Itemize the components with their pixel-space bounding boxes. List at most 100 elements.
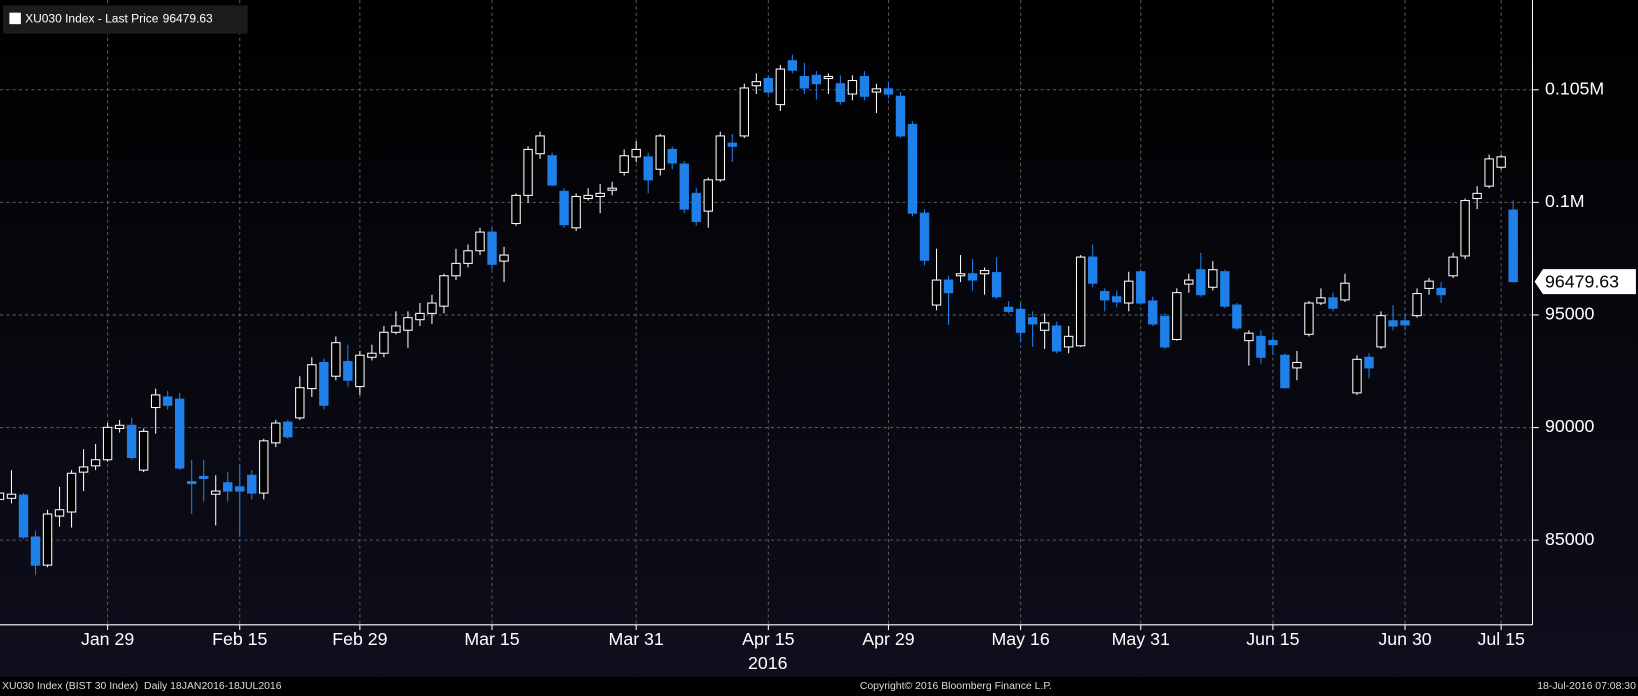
candle-body [859,75,870,97]
candle-body [54,509,65,517]
candle-body [631,148,641,158]
candle-body [511,194,521,225]
candle-body [1484,158,1494,187]
candle-body [583,194,593,200]
candle-body [1400,320,1410,326]
candle-body [1496,156,1506,168]
candle-body [126,424,137,459]
candle-body [523,148,533,196]
x-tick-label: Apr 15 [742,629,794,649]
candle-body [1196,269,1206,296]
legend-value: 96479.63 [163,12,213,26]
candle-body [1003,306,1014,312]
candle-body [199,475,209,479]
candle-body [247,474,257,494]
candle-body [1376,315,1386,348]
candle-body [319,361,329,406]
candle-body [475,231,485,252]
candle-body [1316,297,1326,304]
x-tick-label: Jun 15 [1246,629,1299,649]
candle-body [1087,256,1098,284]
candle-body [1328,297,1338,309]
candle-body [186,481,197,485]
candle-body [1292,361,1302,369]
candle-body [1184,279,1194,285]
candle-body [162,396,173,406]
x-tick-label: Jul 15 [1477,629,1524,649]
candle-body [1256,335,1266,358]
candle-body [174,398,185,469]
candle-body [150,394,161,409]
candle-body [1124,280,1134,304]
candle-body [1340,282,1350,301]
candle-body [1244,332,1254,342]
candle-body [835,83,846,102]
candle-body [1100,291,1110,301]
candle-body [1027,317,1038,325]
candle-body [18,494,29,538]
candle-body [1448,256,1458,277]
candle-body [1220,271,1230,307]
candle-body [595,192,605,198]
x-axis-label: 2016 [748,653,788,673]
candle-body [211,490,221,495]
candle-body [715,135,725,181]
candle-body [439,275,449,307]
candle-body [751,81,762,87]
candle-body [787,60,798,71]
candle-body [991,272,1002,298]
candle-body [138,430,149,471]
candle-body [235,486,245,492]
candle-body [1136,271,1146,304]
legend-text: XU030 Index - Last Price 96479.63 [25,12,213,26]
candle-body [955,273,966,277]
candle-body [0,492,5,500]
candle-body [1232,304,1242,329]
candle-body [1280,354,1290,389]
candle-body [1424,280,1434,289]
candle-body [883,88,894,95]
x-tick-label: Feb 29 [332,629,387,649]
legend-box [3,5,248,34]
candle-body [1412,293,1422,317]
candle-body [30,536,41,566]
candle-body [739,87,750,137]
candle-body [259,440,269,494]
candle-body [415,312,425,321]
candle-body [427,302,437,314]
candle-body [871,88,882,93]
candle-body [823,75,834,80]
candle-body [90,459,101,467]
candle-body [919,212,930,261]
candle-body [1208,269,1218,288]
candle-body [355,354,365,388]
last-price-tag [1534,269,1636,295]
candle-body [847,80,858,95]
footer-right: 18-Jul-2016 07:08:30 [1537,681,1636,692]
candle-body [343,361,353,381]
candle-body [799,75,810,89]
x-tick-label: Jun 30 [1378,629,1431,649]
candle-body [271,422,281,444]
candle-body [1172,292,1182,341]
candle-body [283,421,293,438]
candle-body [1352,358,1362,394]
x-tick-label: Feb 15 [212,629,267,649]
candle-body [403,317,413,331]
candle-body [679,163,689,210]
candle-body [667,148,677,164]
y-tick-label: 90000 [1545,416,1594,436]
candle-body [1364,356,1374,369]
candle-body [78,466,89,473]
candle-body [1304,302,1314,335]
candle-body [811,74,822,85]
candle-body [703,179,713,212]
candle-body [66,472,77,513]
candle-body [895,95,906,137]
candle-body [619,155,629,173]
x-tick-label: Apr 29 [862,629,914,649]
y-tick-label: 0.1M [1545,191,1584,211]
x-tick-label: May 16 [992,629,1050,649]
candle-body [943,279,954,294]
footer-bar [0,677,1638,696]
